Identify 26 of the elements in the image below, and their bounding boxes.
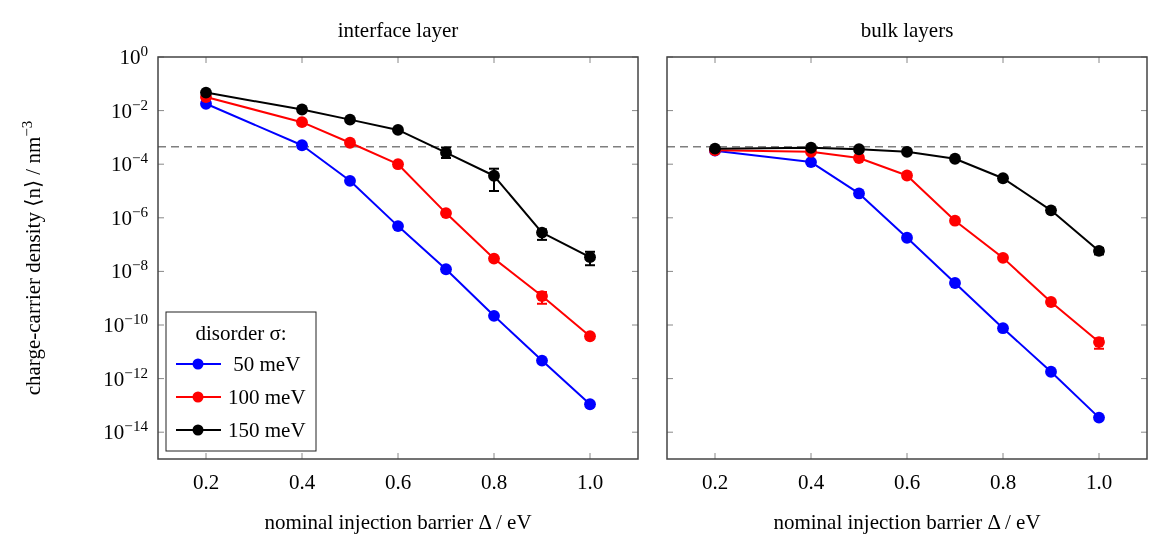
y-tick-label: 10$^{−12}$ bbox=[103, 364, 148, 391]
chart-title: interface layer bbox=[337, 18, 459, 42]
x-axis-title: nominal injection barrier Δ / eV bbox=[773, 510, 1041, 534]
legend-title: disorder σ: bbox=[195, 321, 287, 345]
y-tick-label: 10$^{−4}$ bbox=[110, 150, 149, 177]
x-tick-label: 0.8 bbox=[989, 470, 1017, 494]
y-tick-label: 10$^{−8}$ bbox=[110, 257, 148, 284]
y-tick-label: 10$^{−14}$ bbox=[103, 418, 149, 445]
x-tick-label: 0.4 bbox=[797, 470, 825, 494]
y-tick-label: 10$^{0}$ bbox=[119, 43, 148, 69]
chart-title: bulk layers bbox=[860, 18, 954, 42]
x-tick-label: 0.2 bbox=[192, 470, 220, 494]
y-tick-label: 10$^{−6}$ bbox=[110, 203, 149, 230]
x-tick-label: 0.6 bbox=[893, 470, 921, 494]
x-tick-label: 0.8 bbox=[480, 470, 508, 494]
legend-label: 150 meV bbox=[228, 418, 306, 442]
x-tick-label: 1.0 bbox=[576, 470, 604, 494]
y-tick-label: 10$^{−10}$ bbox=[103, 311, 148, 337]
x-tick-label: 0.4 bbox=[288, 470, 316, 494]
legend-label: 50 meV bbox=[228, 352, 301, 376]
x-axis-title: nominal injection barrier Δ / eV bbox=[264, 510, 532, 534]
x-tick-label: 0.6 bbox=[384, 470, 412, 494]
x-tick-label: 1.0 bbox=[1085, 470, 1113, 494]
x-tick-label: 0.2 bbox=[701, 470, 729, 494]
y-tick-label: 10$^{−2}$ bbox=[110, 96, 148, 123]
legend-label: 100 meV bbox=[228, 385, 306, 409]
